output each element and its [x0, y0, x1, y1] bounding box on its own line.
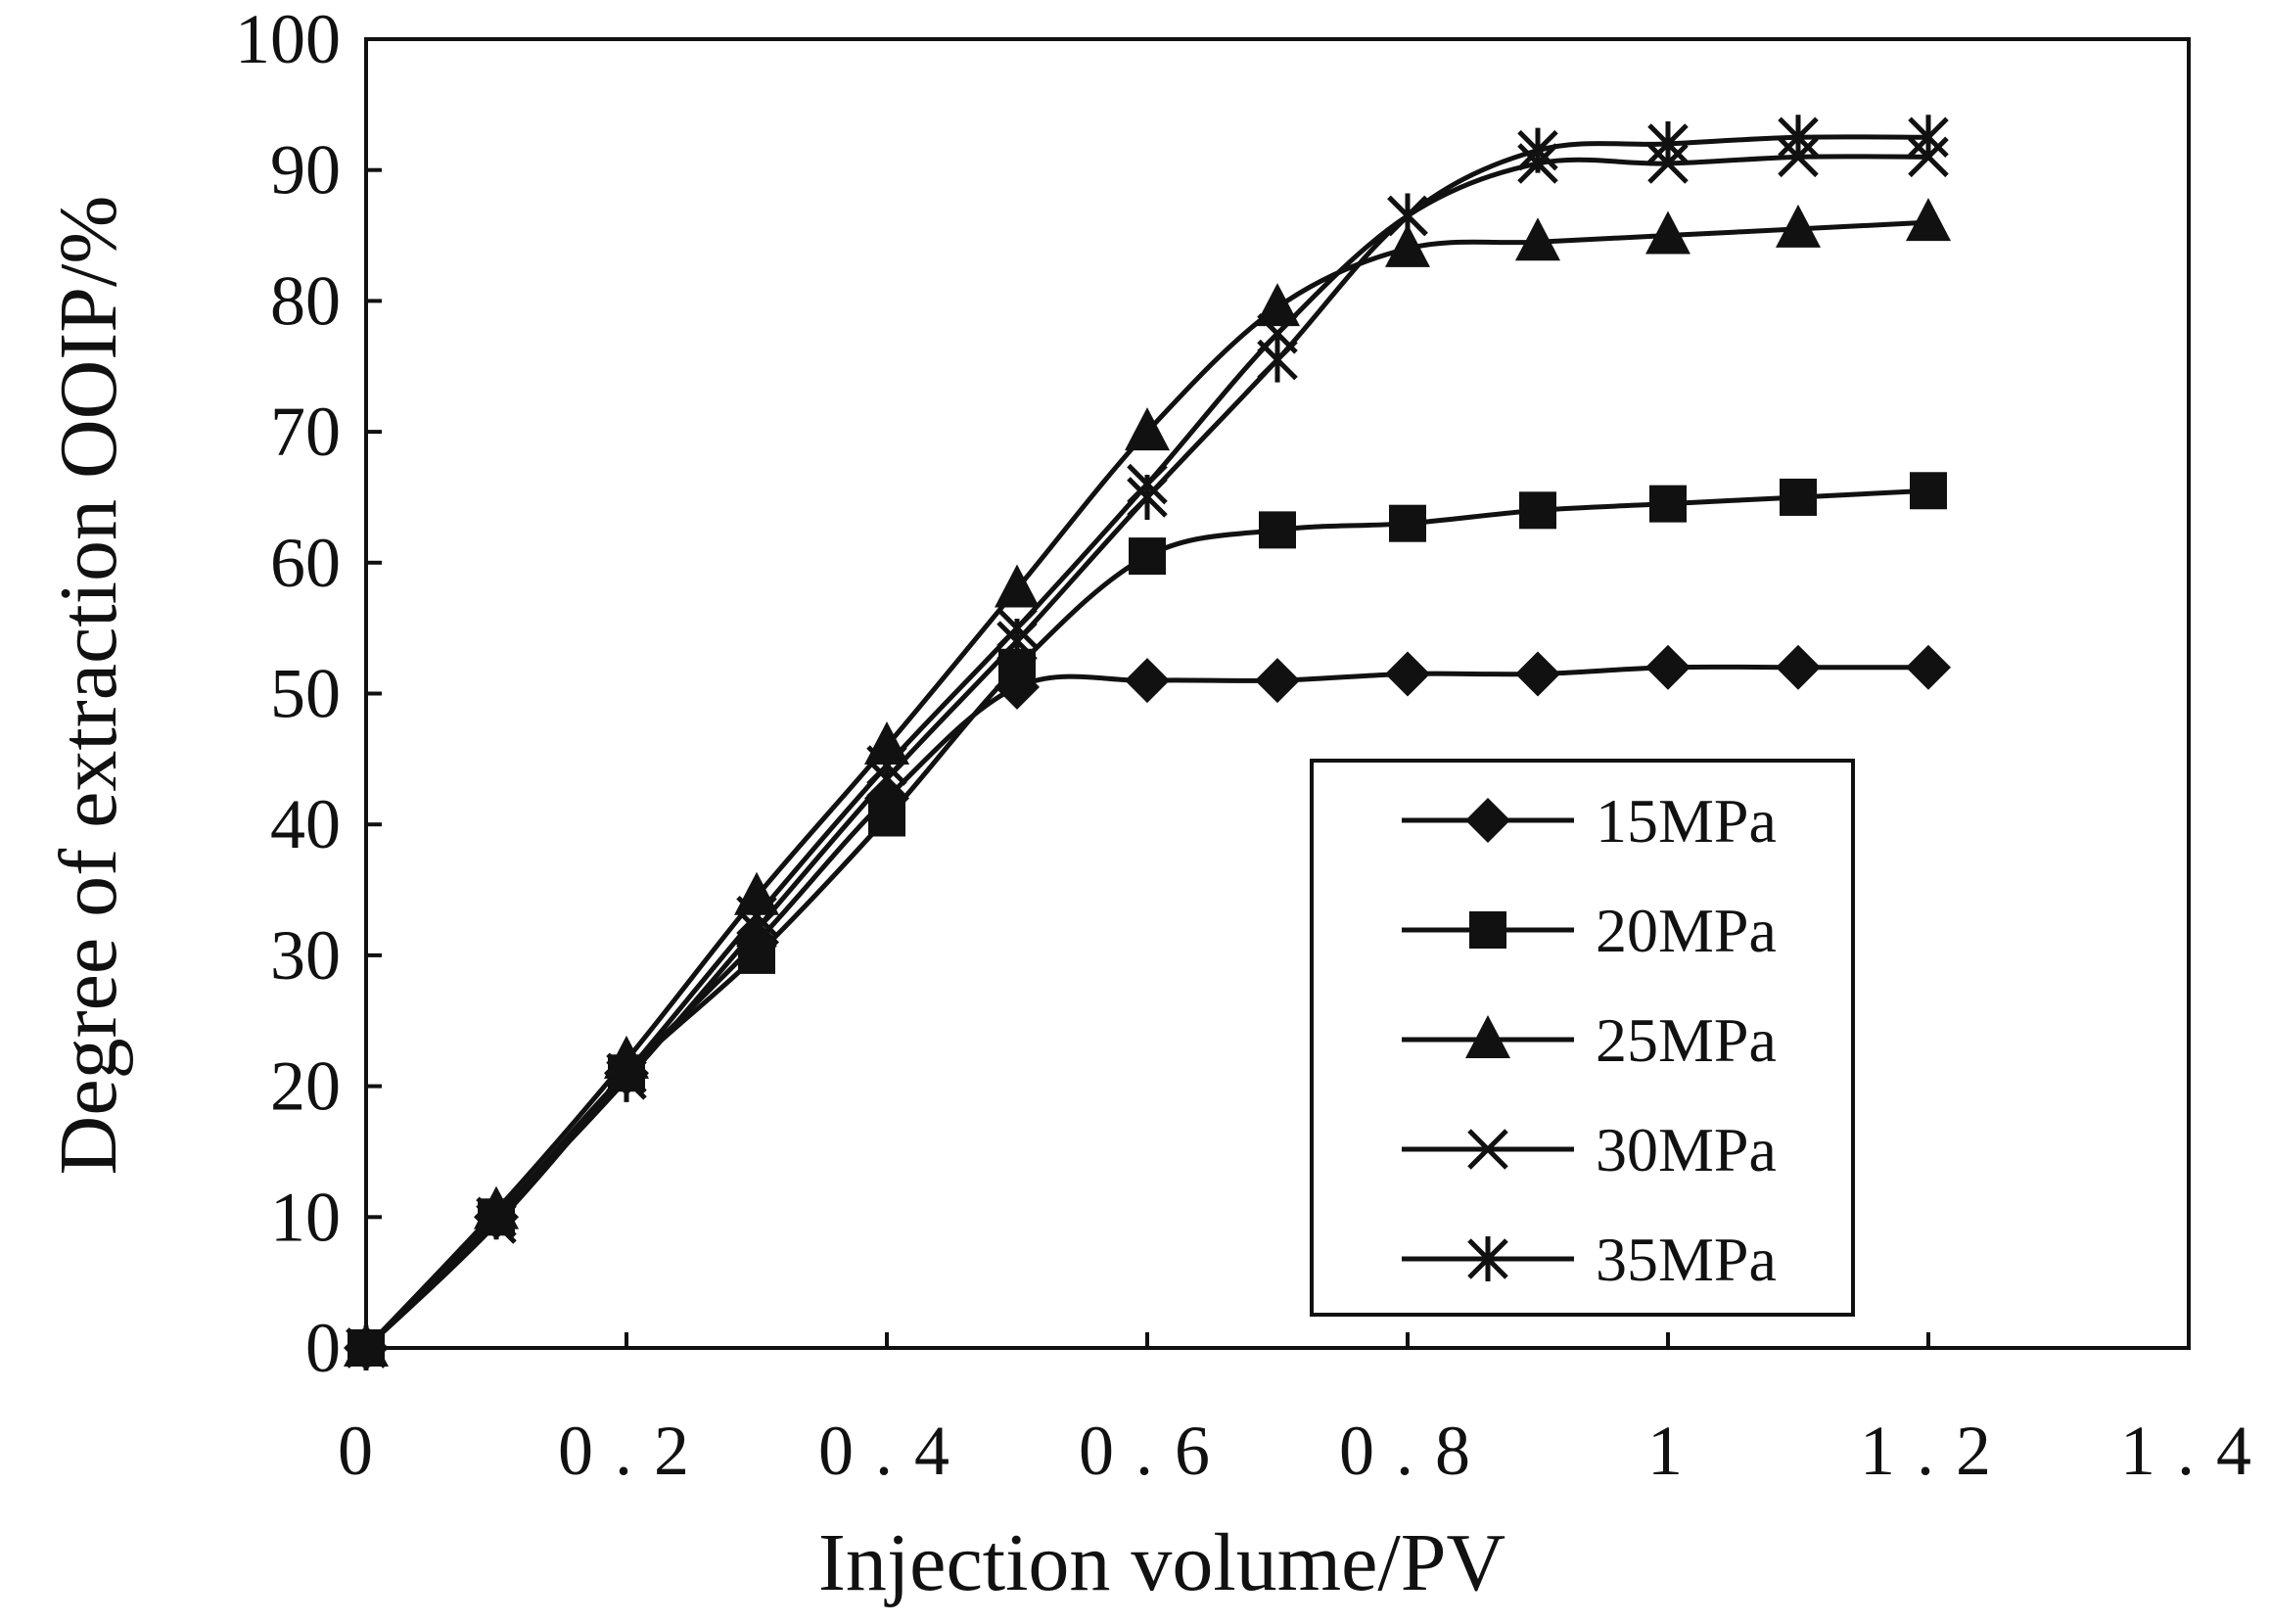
data-point-marker: [1910, 472, 1947, 510]
data-point-marker: [346, 1325, 387, 1370]
y-tick-label: 80: [270, 261, 341, 340]
data-point-marker: [995, 564, 1040, 608]
data-point-marker: [996, 619, 1038, 665]
y-tick-label: 20: [270, 1047, 341, 1126]
data-point-marker: [1125, 658, 1170, 704]
data-point-marker: [1515, 651, 1560, 697]
data-point-marker: [1255, 283, 1300, 327]
data-point-marker: [1127, 474, 1168, 520]
y-tick-label: 30: [270, 916, 341, 995]
y-tick-label: 40: [270, 785, 341, 863]
data-point-marker: [1776, 644, 1821, 690]
data-point-marker: [1776, 204, 1821, 248]
data-point-marker: [1389, 504, 1426, 542]
y-tick-label: 0: [305, 1309, 341, 1387]
legend-item: 20MPa: [1402, 896, 1777, 965]
data-point-marker: [1255, 658, 1300, 704]
data-point-marker: [1465, 798, 1510, 843]
data-point-marker: [1257, 337, 1298, 383]
data-point-marker: [1385, 651, 1430, 697]
legend-item: 30MPa: [1402, 1115, 1777, 1184]
legend-label: 20MPa: [1596, 896, 1777, 965]
data-point-marker: [736, 906, 777, 952]
data-point-marker: [1465, 1015, 1510, 1058]
x-axis: 0 0.2 0.4 0.6 0.8 1 1.2 1.4: [338, 1332, 2269, 1490]
data-point-marker: [868, 799, 905, 837]
data-point-marker: [1259, 511, 1296, 549]
y-tick-label: 70: [270, 393, 341, 471]
x-tick-label: 0.8: [1339, 1412, 1492, 1490]
legend-label: 35MPa: [1596, 1225, 1777, 1294]
data-point-marker: [1515, 217, 1560, 261]
data-point-marker: [1467, 1129, 1508, 1170]
legend-item: 15MPa: [1402, 786, 1777, 856]
data-point-marker: [606, 1056, 647, 1102]
data-point-marker: [866, 756, 907, 802]
data-point-marker: [1778, 115, 1819, 161]
legend-item: 35MPa: [1402, 1225, 1777, 1294]
y-tick-label: 100: [235, 0, 341, 78]
data-point-marker: [1387, 193, 1428, 239]
x-tick-label: 0.2: [558, 1412, 711, 1490]
data-point-marker: [1129, 537, 1166, 576]
legend-item: 25MPa: [1402, 1005, 1777, 1075]
data-point-marker: [1645, 210, 1690, 255]
x-tick-label: 1.2: [1860, 1412, 2013, 1490]
y-axis: 0 10 20 30 40 50 60 70 80 90 100: [235, 0, 382, 1387]
data-point-marker: [1906, 198, 1951, 242]
data-point-marker: [1519, 491, 1556, 530]
y-tick-label: 50: [270, 655, 341, 733]
legend-label: 25MPa: [1596, 1005, 1777, 1075]
legend-label: 30MPa: [1596, 1115, 1777, 1184]
legend-label: 15MPa: [1596, 786, 1777, 856]
plot-area: [344, 115, 1951, 1370]
data-point-marker: [1649, 485, 1687, 523]
data-point-marker: [1467, 1236, 1508, 1281]
y-axis-title: Degree of extraction OOIP/%: [43, 196, 134, 1176]
y-tick-label: 90: [270, 131, 341, 209]
y-tick-label: 10: [270, 1178, 341, 1256]
x-axis-title: Injection volume/PV: [818, 1517, 1505, 1608]
data-point-marker: [1908, 115, 1949, 161]
data-point-marker: [1645, 644, 1690, 690]
data-point-marker: [1780, 478, 1817, 516]
data-point-marker: [1125, 407, 1170, 451]
x-tick-label: 0: [338, 1412, 394, 1490]
data-point-marker: [1385, 223, 1430, 267]
data-point-marker: [1517, 127, 1558, 173]
data-point-marker: [1647, 120, 1689, 166]
data-point-marker: [1906, 644, 1951, 690]
y-tick-label: 60: [270, 524, 341, 602]
x-tick-label: 1.4: [2120, 1412, 2269, 1490]
data-point-marker: [1469, 911, 1506, 949]
x-tick-label: 0.6: [1079, 1412, 1231, 1490]
legend: 15MPa 20MPa 25MPa 30MPa 35MPa: [1310, 759, 1855, 1317]
series-35MPa: [346, 115, 1949, 1370]
x-tick-label: 0.4: [818, 1412, 971, 1490]
x-tick-label: 1: [1647, 1412, 1704, 1490]
data-point-marker: [476, 1194, 517, 1240]
